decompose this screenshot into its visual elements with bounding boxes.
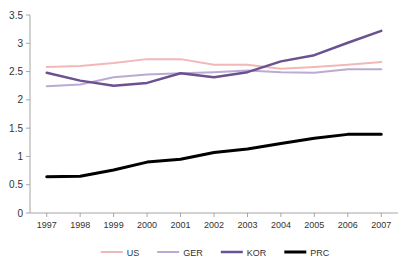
legend-item: PRC xyxy=(284,248,330,258)
x-tick xyxy=(214,213,215,217)
y-tick xyxy=(26,213,30,214)
x-tick xyxy=(180,213,181,217)
x-tick-label: 2007 xyxy=(371,220,391,230)
x-tick-label: 2000 xyxy=(137,220,157,230)
legend-swatch xyxy=(157,251,179,253)
x-tick xyxy=(381,213,382,217)
y-tick xyxy=(26,128,30,129)
x-tick xyxy=(347,213,348,217)
x-tick-label: 1998 xyxy=(70,220,90,230)
x-tick xyxy=(147,213,148,217)
x-tick xyxy=(280,213,281,217)
legend-item: US xyxy=(101,248,140,258)
y-tick-label: 3 xyxy=(17,38,23,49)
legend-swatch xyxy=(101,251,123,253)
x-tick-label: 2006 xyxy=(338,220,358,230)
legend: US GER KOR PRC xyxy=(101,248,330,258)
x-tick-label: 1999 xyxy=(104,220,124,230)
y-tick xyxy=(26,99,30,100)
y-tick-label: 3.5 xyxy=(9,10,23,21)
y-tick xyxy=(26,184,30,185)
x-tick-label: 2002 xyxy=(204,220,224,230)
x-tick-label: 1997 xyxy=(37,220,57,230)
x-tick-label: 2005 xyxy=(304,220,324,230)
legend-label: GER xyxy=(183,248,203,258)
y-tick-label: 2.5 xyxy=(9,66,23,77)
legend-item: KOR xyxy=(221,248,267,258)
y-tick xyxy=(26,43,30,44)
y-tick xyxy=(26,156,30,157)
chart-svg: 0 0.5 1 1.5 2 2.5 3 3.5 1997 1998 1999 2000 2001 2002… xyxy=(0,0,400,267)
y-axis-line xyxy=(30,15,31,213)
x-tick xyxy=(80,213,81,217)
y-tick-label: 0.5 xyxy=(9,179,23,190)
y-tick-label: 0 xyxy=(17,208,23,219)
legend-label: KOR xyxy=(247,248,267,258)
series-line xyxy=(47,31,382,86)
y-tick-label: 2 xyxy=(17,94,23,105)
y-tick-label: 1.5 xyxy=(9,123,23,134)
y-tick xyxy=(26,15,30,16)
x-tick-label: 2001 xyxy=(171,220,191,230)
legend-label: PRC xyxy=(310,248,330,258)
legend-label: US xyxy=(127,248,140,258)
series-line xyxy=(47,59,382,69)
x-tick-label: 2003 xyxy=(237,220,257,230)
chart-container: 0 0.5 1 1.5 2 2.5 3 3.5 1997 1998 1999 2000 2001 2002… xyxy=(0,0,400,267)
y-tick xyxy=(26,71,30,72)
x-tick xyxy=(314,213,315,217)
x-tick-label: 2004 xyxy=(271,220,291,230)
x-tick xyxy=(247,213,248,217)
x-tick xyxy=(46,213,47,217)
y-tick-label: 1 xyxy=(17,151,23,162)
legend-swatch xyxy=(284,251,306,254)
legend-item: GER xyxy=(157,248,203,258)
x-tick xyxy=(113,213,114,217)
plot-area xyxy=(47,31,382,177)
legend-swatch xyxy=(221,251,243,254)
series-line xyxy=(47,134,382,176)
